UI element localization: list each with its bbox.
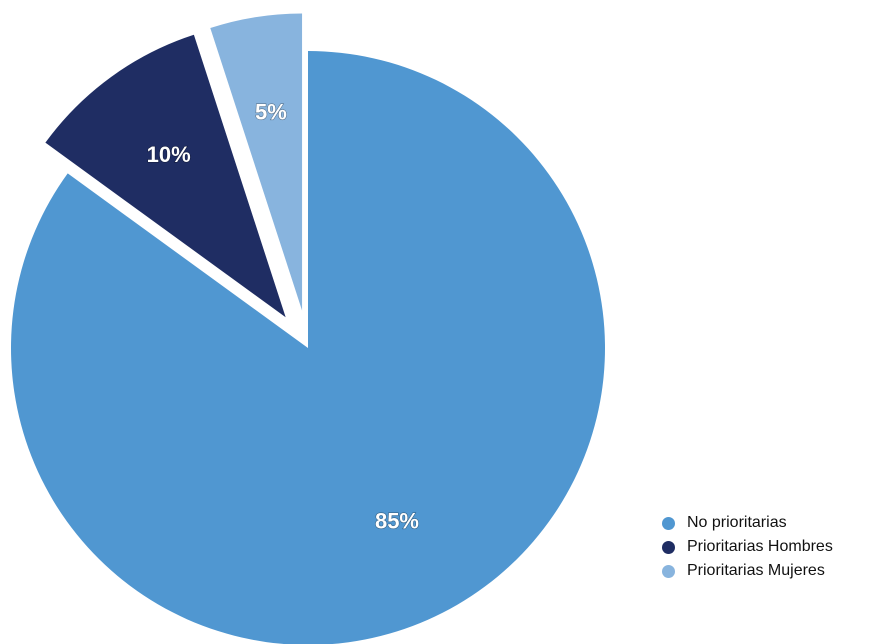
legend-label-no-prioritarias: No prioritarias [687, 514, 787, 531]
legend-label-prioritarias-mujeres: Prioritarias Mujeres [687, 562, 825, 579]
legend-item-no-prioritarias: No prioritarias [662, 511, 833, 535]
pie-slice-prioritarias-hombres [45, 34, 286, 318]
legend-label-prioritarias-hombres: Prioritarias Hombres [687, 538, 833, 555]
slice-label-prioritarias-hombres: 10% [147, 142, 191, 167]
pie-slice-no-prioritarias [11, 51, 605, 644]
legend-item-prioritarias-hombres: Prioritarias Hombres [662, 535, 833, 559]
pie-slice-prioritarias-mujeres [210, 13, 303, 311]
legend-item-prioritarias-mujeres: Prioritarias Mujeres [662, 559, 833, 583]
slice-label-no-prioritarias: 85% [375, 508, 419, 533]
legend-swatch-prioritarias-mujeres [662, 564, 675, 578]
slice-label-prioritarias-mujeres: 5% [255, 100, 287, 125]
legend-swatch-no-prioritarias [662, 516, 675, 530]
legend: No prioritarias Prioritarias Hombres Pri… [662, 511, 833, 583]
legend-swatch-prioritarias-hombres [662, 540, 675, 554]
